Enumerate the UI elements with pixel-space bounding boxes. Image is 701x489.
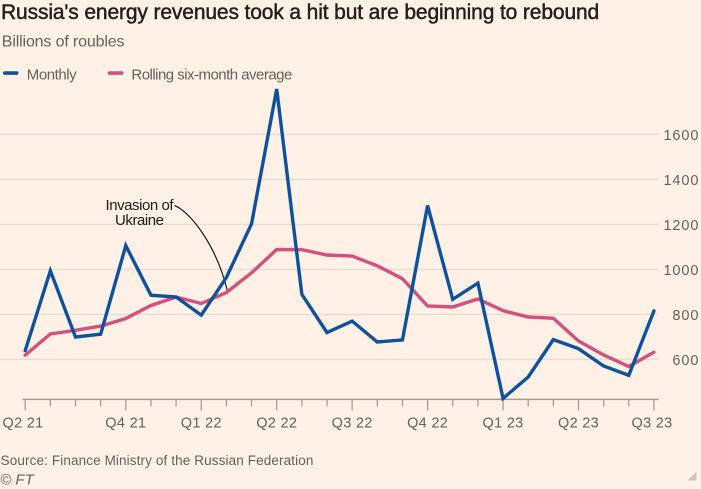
svg-text:Ukraine: Ukraine bbox=[115, 212, 164, 229]
svg-text:Invasion of: Invasion of bbox=[105, 197, 174, 214]
svg-text:© FT: © FT bbox=[0, 472, 35, 489]
svg-text:1600: 1600 bbox=[663, 128, 699, 144]
svg-text:600: 600 bbox=[672, 353, 699, 369]
svg-text:Q1 22: Q1 22 bbox=[181, 416, 222, 432]
svg-text:Q4 21: Q4 21 bbox=[105, 416, 146, 432]
svg-text:Q3 23: Q3 23 bbox=[632, 416, 673, 432]
svg-text:1000: 1000 bbox=[663, 263, 699, 279]
svg-text:Q2 21: Q2 21 bbox=[3, 416, 44, 432]
svg-text:800: 800 bbox=[672, 308, 699, 324]
svg-text:1200: 1200 bbox=[663, 218, 699, 234]
svg-text:Billions of roubles: Billions of roubles bbox=[2, 34, 125, 51]
svg-text:Monthly: Monthly bbox=[27, 66, 77, 83]
svg-text:Q3 22: Q3 22 bbox=[332, 416, 373, 432]
svg-text:Q2 22: Q2 22 bbox=[256, 416, 297, 432]
svg-text:Russia's energy revenues took: Russia's energy revenues took a hit but … bbox=[1, 1, 599, 24]
svg-text:Q1 23: Q1 23 bbox=[483, 416, 524, 432]
svg-text:1400: 1400 bbox=[663, 173, 699, 189]
svg-text:Source: Finance Ministry of th: Source: Finance Ministry of the Russian … bbox=[1, 453, 314, 468]
svg-text:Q2 23: Q2 23 bbox=[558, 416, 599, 432]
svg-text:Rolling six-month average: Rolling six-month average bbox=[131, 66, 292, 83]
svg-text:Q4 22: Q4 22 bbox=[407, 416, 448, 432]
